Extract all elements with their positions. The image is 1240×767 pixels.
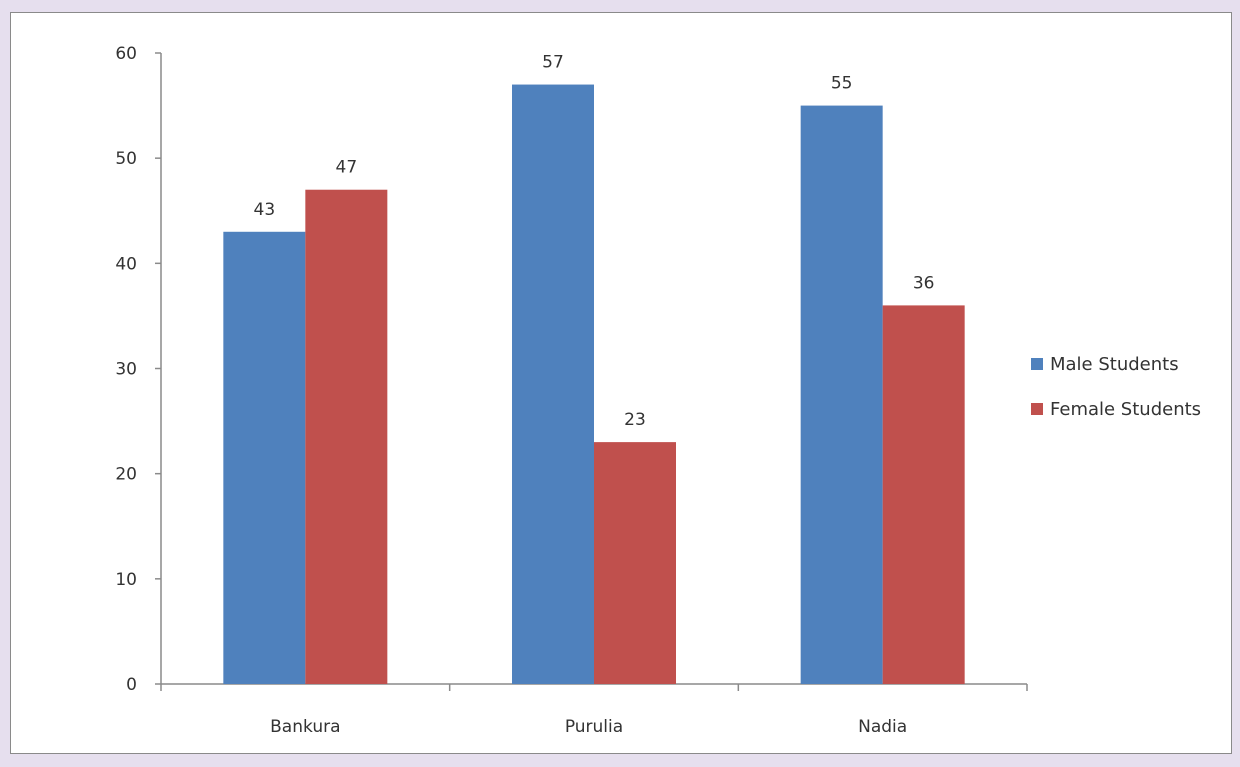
bars [223, 84, 965, 685]
x-axis: Bankura Purulia Nadia [160, 683, 1028, 737]
data-label: 47 [336, 158, 358, 178]
data-label: 43 [254, 200, 276, 220]
data-label: 23 [624, 410, 646, 430]
y-tick-label: 20 [115, 465, 137, 485]
y-tick-label: 40 [115, 254, 137, 274]
bar-female-students [594, 442, 676, 684]
data-label: 36 [913, 273, 935, 293]
y-axis: 0 10 20 30 40 50 60 [115, 44, 162, 695]
bar-female-students [305, 189, 388, 684]
y-tick-label: 0 [126, 675, 137, 695]
y-tick-label: 30 [115, 360, 137, 380]
x-tick-label: Bankura [270, 717, 340, 737]
bar-male-students [800, 105, 883, 685]
chart-frame: 0 10 20 30 40 50 60 Bankura Purulia Nadia 43 47 57… [10, 12, 1232, 754]
legend-swatch [1031, 403, 1043, 415]
bar-male-students [512, 84, 594, 685]
legend-label: Male Students [1050, 354, 1179, 375]
data-labels: 43 47 57 23 55 36 [254, 53, 935, 431]
y-tick-label: 50 [115, 149, 137, 169]
bar-female-students [882, 305, 965, 684]
x-tick-label: Purulia [565, 717, 623, 737]
legend: Male Students Female Students [1031, 354, 1201, 420]
x-tick-label: Nadia [858, 717, 907, 737]
legend-swatch [1031, 358, 1043, 370]
legend-label: Female Students [1050, 399, 1201, 420]
bar-chart: 0 10 20 30 40 50 60 Bankura Purulia Nadia 43 47 57… [115, 44, 1201, 737]
y-tick-label: 60 [115, 44, 137, 64]
data-label: 57 [542, 53, 564, 73]
bar-male-students [223, 231, 306, 685]
data-label: 55 [831, 74, 853, 94]
y-tick-label: 10 [115, 570, 137, 590]
